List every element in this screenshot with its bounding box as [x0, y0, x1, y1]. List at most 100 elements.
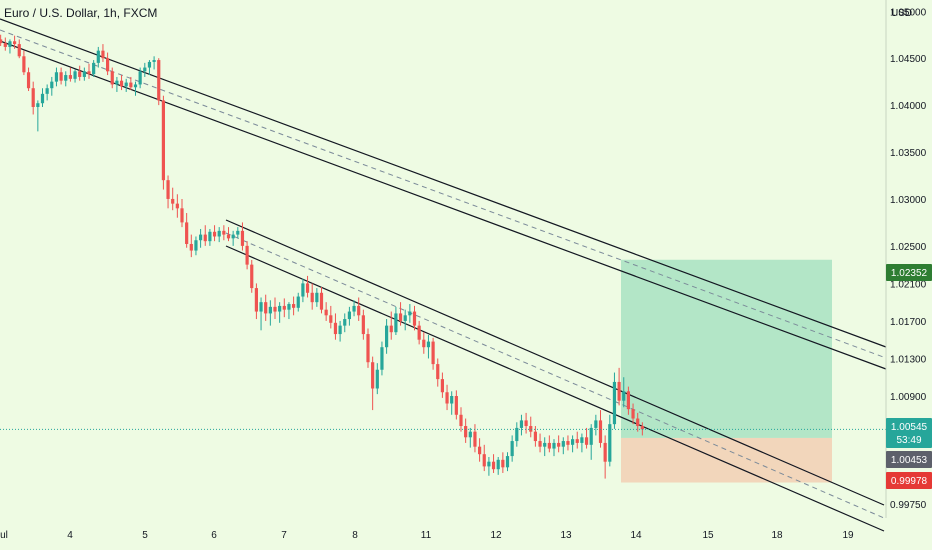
candle-body: [54, 72, 59, 82]
candle-body: [426, 341, 431, 348]
candle-body: [617, 381, 621, 401]
candle-body: [371, 362, 375, 389]
candle-body: [454, 396, 458, 415]
channel-lower-top: [225, 219, 885, 506]
candle-body: [408, 311, 412, 316]
channel-upper-bottom: [0, 40, 887, 370]
candle-body: [250, 264, 254, 289]
candle-body: [333, 322, 338, 335]
candle-body: [412, 311, 417, 326]
candle-body: [343, 319, 347, 326]
candle-body: [375, 369, 379, 389]
candle-body: [278, 305, 282, 312]
candle-body: [459, 414, 463, 427]
candle-body: [22, 56, 26, 73]
candle-body: [598, 420, 603, 443]
candle-body: [236, 230, 240, 235]
candle-body: [389, 325, 393, 333]
candle-body: [561, 441, 565, 447]
candle-body: [59, 72, 63, 81]
price-tick-label: 0.99750: [890, 500, 927, 511]
time-tick-label: 11: [421, 530, 432, 541]
time-tick-label: 6: [211, 530, 217, 541]
entry-badge: [886, 451, 932, 468]
channel-upper-top: [0, 18, 887, 348]
candle-body: [640, 426, 644, 430]
candle-body: [17, 44, 21, 57]
time-tick-label: 19: [842, 530, 854, 541]
candle-body: [394, 313, 398, 333]
candle-body: [240, 230, 245, 246]
position-zones: [621, 259, 832, 483]
stop-badge: [886, 472, 932, 489]
candle-body: [92, 62, 96, 75]
candle-body: [45, 88, 49, 94]
candle-body: [584, 437, 589, 445]
candle-body: [603, 442, 607, 462]
candle-body: [496, 459, 500, 470]
candle-body: [505, 456, 510, 468]
time-tick-label: ul: [0, 530, 8, 541]
candle-body: [194, 240, 198, 251]
candle-body: [259, 302, 263, 312]
candle-body: [106, 58, 110, 72]
price-tick-label: 1.01700: [890, 317, 927, 328]
candle-body: [217, 230, 221, 237]
candle-body: [208, 231, 212, 242]
candle-body: [3, 43, 7, 47]
time-axis[interactable]: ul 4 5 6 7 8 11 12 13 14 15 18 19: [0, 530, 854, 541]
candle-body: [115, 80, 119, 85]
candle-body: [431, 341, 435, 365]
symbol-title[interactable]: Euro / U.S. Dollar, 1h, FXCM: [4, 6, 158, 20]
candle-body: [519, 420, 524, 428]
candle-body: [468, 431, 472, 438]
candle-body: [133, 84, 138, 88]
candle-body: [254, 288, 258, 312]
time-tick-label: 12: [490, 530, 502, 541]
candle-body: [533, 431, 537, 442]
candle-body: [380, 347, 384, 370]
stop-badge-label: 0.99978: [891, 476, 928, 487]
candle-body: [180, 208, 184, 223]
candle-body: [529, 426, 533, 432]
candle-body: [473, 431, 477, 447]
candle-body: [8, 41, 12, 47]
candle-body: [491, 461, 496, 470]
candle-body: [166, 180, 170, 199]
candle-body: [571, 439, 575, 445]
candle-body: [82, 71, 86, 77]
candle-body: [292, 304, 296, 308]
candle-body: [157, 60, 161, 101]
candle-body: [129, 82, 133, 88]
candle-body: [612, 381, 617, 425]
candle-body: [464, 426, 468, 438]
last-price-badge: [886, 418, 932, 448]
candle-body: [608, 424, 612, 462]
candle-body: [450, 396, 454, 404]
candle-body: [422, 339, 426, 348]
candle-body: [552, 442, 556, 449]
candle-body: [631, 409, 635, 419]
price-tick-label: 1.01300: [890, 354, 927, 365]
candle-body: [445, 392, 449, 404]
candle-body: [515, 427, 519, 442]
candle-body: [575, 439, 579, 443]
candle-body: [40, 93, 45, 104]
candle-body: [161, 100, 165, 181]
candle-body: [319, 292, 324, 310]
candle-body: [329, 315, 333, 323]
candle-body: [152, 60, 156, 62]
candle-body: [626, 391, 630, 410]
candle-body: [417, 325, 421, 340]
candle-body: [305, 283, 310, 293]
candle-body: [124, 82, 128, 87]
candle-body: [68, 75, 72, 79]
price-tick-label: 1.02500: [890, 242, 927, 253]
candle-body: [273, 306, 277, 312]
last-price-badge-countdown: 53:49: [896, 435, 921, 446]
candle-body: [315, 292, 319, 303]
candle-body: [580, 437, 584, 443]
candle-body: [636, 418, 640, 427]
time-tick-label: 14: [630, 530, 642, 541]
